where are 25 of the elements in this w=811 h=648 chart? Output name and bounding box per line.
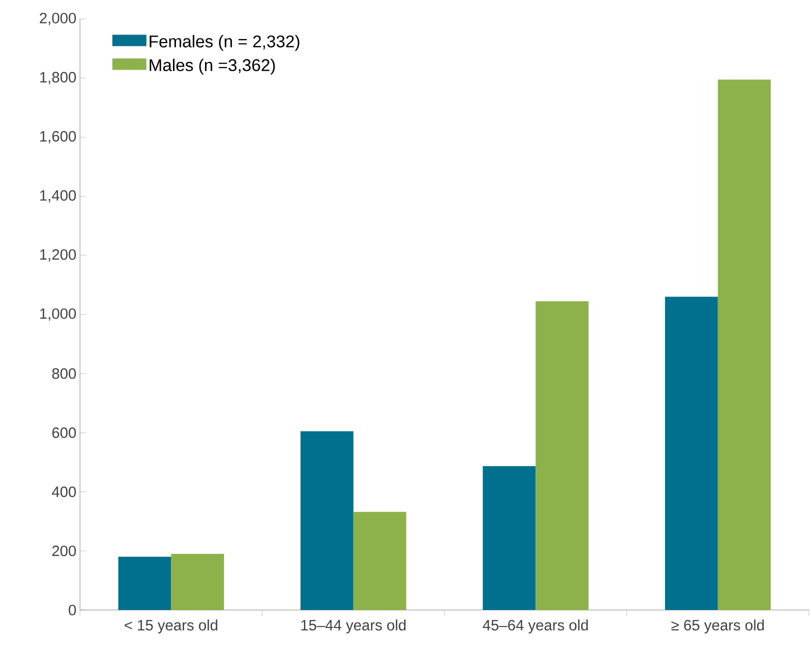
y-tick-label: 1,600 — [40, 131, 76, 144]
y-tick-label: 800 — [52, 368, 76, 379]
bar — [482, 466, 536, 610]
legend-label: Males (n =3,362) — [150, 58, 275, 74]
y-tick-label: 400 — [52, 486, 76, 498]
y-tick-label: 1,400 — [40, 190, 76, 202]
bar — [353, 512, 406, 610]
bar — [718, 80, 771, 610]
x-tick-label: 45–64 years old — [482, 620, 588, 634]
bar — [118, 556, 172, 610]
bar — [665, 296, 718, 610]
y-tick-label: 0 — [68, 604, 76, 616]
bar — [536, 301, 588, 610]
y-tick-label: 600 — [52, 427, 76, 438]
y-tick-label: 1,000 — [40, 308, 76, 321]
legend-label: Females (n = 2,332) — [150, 35, 300, 51]
y-tick-label: 200 — [52, 546, 76, 556]
x-tick-label: < 15 years old — [124, 620, 218, 634]
bar — [171, 554, 224, 610]
x-tick-label: ≥ 65 years old — [671, 620, 764, 634]
y-tick-label: 1,200 — [40, 249, 76, 262]
y-tick-label: 2,000 — [40, 12, 76, 26]
x-tick-label: 15–44 years old — [301, 620, 406, 634]
bar — [300, 431, 354, 610]
y-tick-label: 1,800 — [40, 72, 76, 84]
